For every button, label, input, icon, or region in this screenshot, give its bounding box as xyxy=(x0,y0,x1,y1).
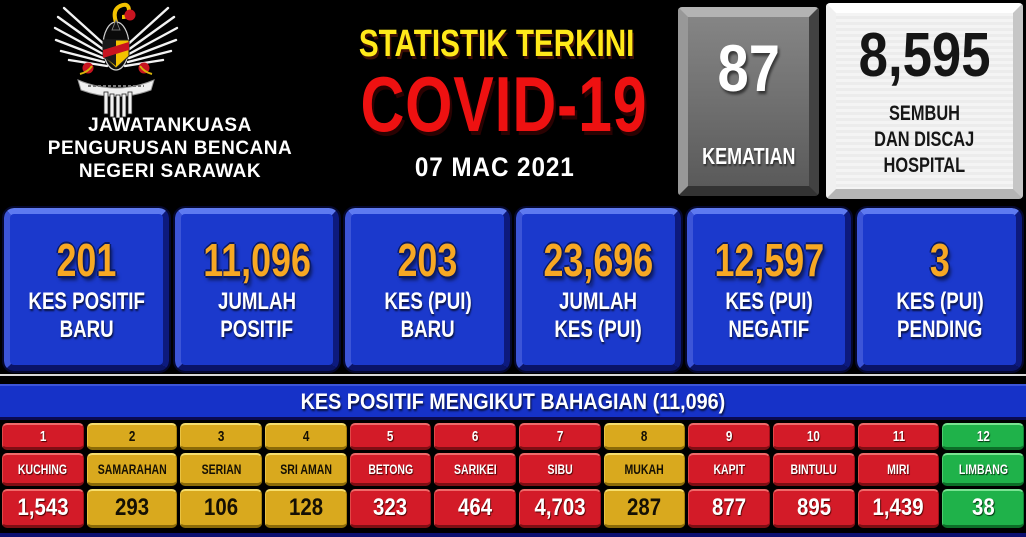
region-col-sarikei: 6 SARIKEI 464 xyxy=(434,423,516,528)
region-name: BINTULU xyxy=(772,453,855,486)
kematian-card: 87 KEMATIAN xyxy=(678,7,819,196)
sembuh-card: 8,595 SEMBUH DAN DISCAJ HOSPITAL xyxy=(826,3,1023,199)
region-name: BETONG xyxy=(349,453,432,486)
region-value: 293 xyxy=(86,489,178,528)
region-name: LIMBANG xyxy=(942,453,1024,486)
stat-card-kes-positif-baru: 201 KES POSITIF BARU xyxy=(2,206,171,373)
header: JAWATANKUASA PENGURUSAN BENCANA NEGERI S… xyxy=(0,0,1026,203)
stat-label: JUMLAH POSITIF xyxy=(218,287,296,343)
stat-value: 203 xyxy=(397,233,458,286)
stat-label: KES (PUI) PENDING xyxy=(896,287,984,343)
region-value: 877 xyxy=(688,489,770,528)
stat-value: 11,096 xyxy=(203,233,311,286)
committee-line: JAWATANKUASA xyxy=(88,115,252,136)
stat-value: 12,597 xyxy=(714,233,824,286)
kematian-value: 87 xyxy=(717,31,780,105)
region-name: KUCHING xyxy=(2,453,84,486)
stat-card-jumlah-positif: 11,096 JUMLAH POSITIF xyxy=(172,206,342,373)
committee-line: NEGERI SARAWAK xyxy=(78,161,262,182)
region-number: 1 xyxy=(2,423,84,450)
region-name: SIBU xyxy=(518,453,601,486)
region-col-bintulu: 10 BINTULU 895 xyxy=(772,423,855,528)
region-name: MIRI xyxy=(857,453,940,486)
subtitle: STATISTIK TERKINI xyxy=(358,23,635,65)
region-number: 2 xyxy=(86,423,178,450)
region-col-limbang: 12 LIMBANG 38 xyxy=(942,423,1024,528)
stat-card-jumlah-kes-pui: 23,696 JUMLAH KES (PUI) xyxy=(514,206,683,373)
committee-name: JAWATANKUASA PENGURUSAN BENCANA NEGERI S… xyxy=(0,114,340,183)
region-col-sibu: 7 SIBU 4,703 xyxy=(518,423,601,528)
stat-card-kes-pui-pending: 3 KES (PUI) PENDING xyxy=(855,206,1025,373)
stat-label: KES POSITIF BARU xyxy=(28,287,145,343)
report-date: 07 MAC 2021 xyxy=(415,152,575,182)
stat-label: JUMLAH KES (PUI) xyxy=(554,287,643,343)
region-col-serian: 3 SERIAN 106 xyxy=(180,423,262,528)
region-value: 38 xyxy=(942,489,1024,528)
region-col-betong: 5 BETONG 323 xyxy=(349,423,432,528)
kematian-label: KEMATIAN xyxy=(701,143,796,169)
region-table: 1 KUCHING 1,543 2 SAMARAHAN 293 3 SERIAN… xyxy=(0,420,1026,531)
title-block: STATISTIK TERKINI COVID-19 07 MAC 2021 xyxy=(320,0,670,183)
region-number: 9 xyxy=(688,423,770,450)
region-value: 464 xyxy=(434,489,516,528)
region-col-kuching: 1 KUCHING 1,543 xyxy=(2,423,84,528)
region-value: 4,703 xyxy=(518,489,601,528)
stat-value: 3 xyxy=(929,233,950,286)
region-name: SAMARAHAN xyxy=(86,453,178,486)
region-number: 6 xyxy=(434,423,516,450)
region-number: 3 xyxy=(180,423,262,450)
region-col-mukah: 8 MUKAH 287 xyxy=(603,423,686,528)
region-number: 10 xyxy=(772,423,855,450)
sarawak-coat-of-arms-icon xyxy=(53,2,179,118)
region-col-samarahan: 2 SAMARAHAN 293 xyxy=(86,423,178,528)
stat-card-kes-pui-baru: 203 KES (PUI) BARU xyxy=(343,206,513,373)
stat-label: KES (PUI) BARU xyxy=(383,287,472,343)
stat-value: 201 xyxy=(56,233,117,286)
bottom-strip xyxy=(0,531,1026,537)
region-value: 1,543 xyxy=(2,489,84,528)
summary-stats-row: 201 KES POSITIF BARU 11,096 JUMLAH POSIT… xyxy=(0,203,1026,373)
region-value: 895 xyxy=(772,489,855,528)
region-value: 1,439 xyxy=(857,489,940,528)
region-number: 12 xyxy=(942,423,1024,450)
region-name: SRI AMAN xyxy=(264,453,347,486)
region-name: SERIAN xyxy=(180,453,262,486)
stat-value: 23,696 xyxy=(543,233,654,286)
region-col-miri: 11 MIRI 1,439 xyxy=(857,423,940,528)
region-col-kapit: 9 KAPIT 877 xyxy=(688,423,770,528)
region-value: 128 xyxy=(264,489,347,528)
divider xyxy=(0,374,1026,384)
region-value: 323 xyxy=(349,489,432,528)
region-value: 106 xyxy=(180,489,262,528)
section-title: KES POSITIF MENGIKUT BAHAGIAN (11,096) xyxy=(300,388,726,414)
committee-line: PENGURUSAN BENCANA xyxy=(47,138,293,159)
region-name: KAPIT xyxy=(688,453,770,486)
region-col-sri-aman: 4 SRI AMAN 128 xyxy=(264,423,347,528)
region-value: 287 xyxy=(603,489,686,528)
region-number: 11 xyxy=(857,423,940,450)
stat-label: KES (PUI) NEGATIF xyxy=(725,287,813,343)
region-name: SARIKEI xyxy=(434,453,516,486)
region-name: MUKAH xyxy=(603,453,686,486)
page-title: COVID-19 xyxy=(360,60,648,148)
section-title-bar: KES POSITIF MENGIKUT BAHAGIAN (11,096) xyxy=(0,384,1026,420)
sembuh-value: 8,595 xyxy=(858,21,991,90)
stat-card-kes-pui-negatif: 12,597 KES (PUI) NEGATIF xyxy=(684,206,854,373)
region-number: 5 xyxy=(349,423,432,450)
region-number: 8 xyxy=(603,423,686,450)
region-number: 7 xyxy=(518,423,601,450)
sembuh-label: SEMBUH DAN DISCAJ HOSPITAL xyxy=(874,102,975,177)
region-number: 4 xyxy=(264,423,347,450)
